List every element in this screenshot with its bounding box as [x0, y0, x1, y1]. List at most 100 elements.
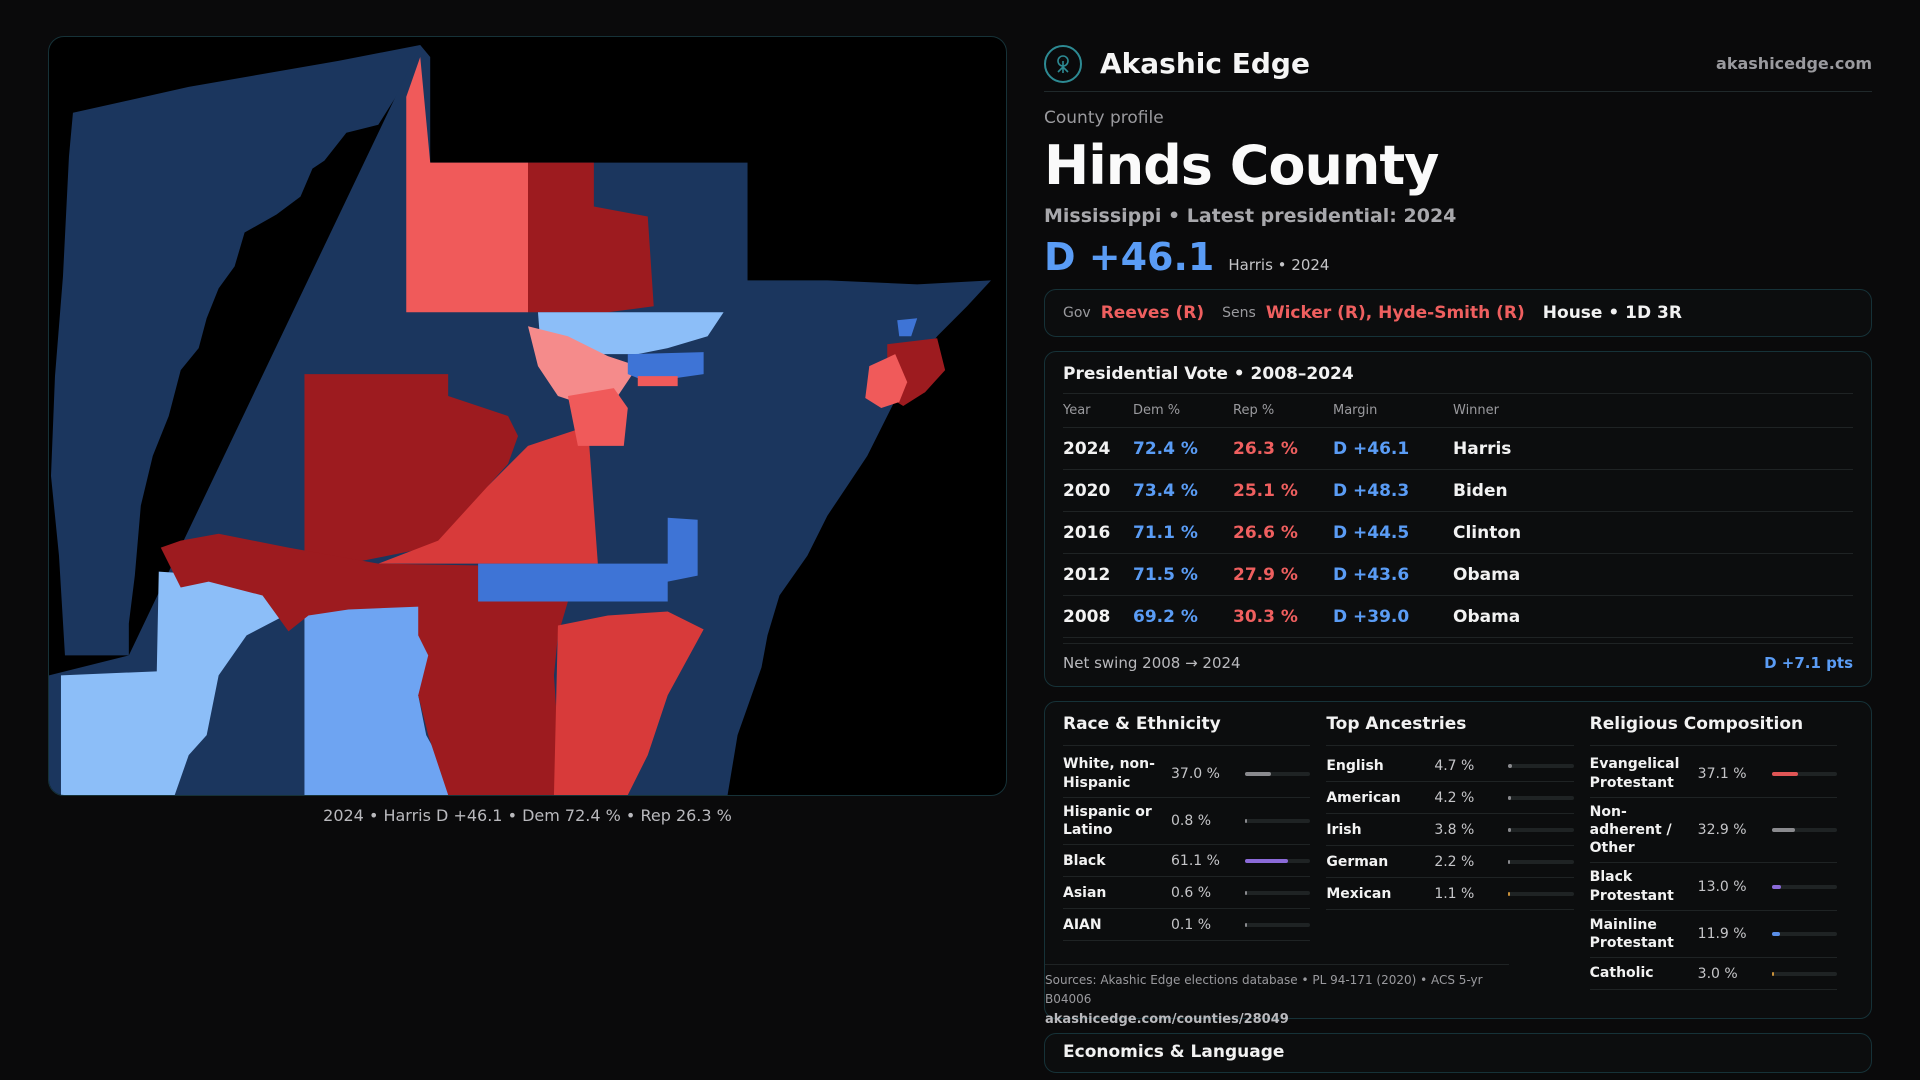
demographic-bar-fill: [1771, 828, 1795, 833]
row-rep: 30.3 %: [1233, 606, 1298, 627]
demographic-bar-fill: [1771, 931, 1780, 936]
officials-bar: Gov Reeves (R) Sens Wicker (R), Hyde-Smi…: [1044, 289, 1872, 338]
map-region-city-pink[interactable]: [527, 326, 638, 407]
row-winner: Obama: [1453, 564, 1521, 585]
demographic-name: English: [1326, 757, 1384, 774]
demographic-row: Mexican 1.1 %: [1326, 878, 1574, 911]
table-row: 2012 71.5 % 27.9 % D +43.6 Obama: [1063, 554, 1853, 597]
demographic-pct: 4.2 %: [1434, 789, 1475, 806]
row-margin: D +39.0: [1333, 606, 1410, 627]
demographic-bar-fill: [1245, 771, 1271, 776]
demographic-name: American: [1326, 789, 1401, 806]
religion-title: Religious Composition: [1589, 714, 1837, 747]
demographic-row: Black Protestant 13.0 %: [1589, 863, 1837, 911]
row-winner: Obama: [1453, 606, 1521, 627]
county-subtitle: Mississippi • Latest presidential: 2024: [1044, 205, 1457, 228]
demographic-name: German: [1326, 853, 1389, 870]
demographic-bar: [1508, 795, 1574, 800]
demographic-row: Black 61.1 %: [1063, 845, 1311, 878]
demographic-row: American 4.2 %: [1326, 782, 1574, 815]
map-region-west[interactable]: [60, 565, 289, 795]
brand-url[interactable]: akashicedge.com: [1716, 54, 1872, 73]
demographic-pct: 4.7 %: [1434, 757, 1475, 774]
row-year: 2008: [1063, 606, 1111, 627]
ancestry-column: Top Ancestries English 4.7 % American 4.2 %…: [1326, 714, 1589, 1006]
map-region-band[interactable]: [160, 533, 489, 632]
map-region-north-red[interactable]: [406, 56, 528, 313]
demographic-bar-fill: [1508, 859, 1511, 864]
map-region-city-light[interactable]: [537, 312, 724, 355]
map-region-east-red[interactable]: [865, 354, 908, 409]
demographic-bar: [1771, 771, 1837, 776]
map-region-base[interactable]: [50, 44, 421, 656]
map-region-central-red[interactable]: [378, 425, 598, 564]
demographic-bar-fill: [1245, 890, 1247, 895]
house-delegation: House • 1D 3R: [1542, 303, 1682, 324]
demographic-bar-fill: [1245, 922, 1247, 927]
map-region-south-darkred[interactable]: [418, 601, 568, 795]
row-margin: D +48.3: [1333, 480, 1410, 501]
demographic-bar: [1508, 891, 1574, 896]
brand-header: Akashic Edge akashicedge.com: [1044, 36, 1872, 92]
presidential-header-row: Year Dem % Rep % Margin Winner: [1063, 394, 1853, 429]
profile-label: County profile: [1044, 108, 1164, 128]
demographic-bar: [1508, 763, 1574, 768]
map-region-south-red[interactable]: [553, 611, 704, 795]
demographic-bar: [1508, 859, 1574, 864]
race-title: Race & Ethnicity: [1063, 714, 1311, 747]
row-rep: 26.6 %: [1233, 522, 1298, 543]
row-dem: 69.2 %: [1133, 606, 1198, 627]
tree-icon[interactable]: [1044, 44, 1082, 83]
demographic-name: Mexican: [1326, 885, 1392, 902]
table-row: 2008 69.2 % 30.3 % D +39.0 Obama: [1063, 596, 1853, 639]
demographic-pct: 37.1 %: [1697, 765, 1747, 782]
sources-text: Sources: Akashic Edge elections database…: [1045, 973, 1483, 1007]
margin-value: D +46.1: [1044, 235, 1215, 280]
map-region-north-darkred[interactable]: [527, 162, 654, 313]
map-region-sw[interactable]: [304, 603, 449, 795]
margin-note: Harris • 2024: [1228, 256, 1330, 275]
presidential-title: Presidential Vote • 2008–2024: [1063, 364, 1853, 395]
precinct-map[interactable]: [48, 36, 1007, 796]
map-caption: 2024 • Harris D +46.1 • Dem 72.4 % • Rep…: [323, 806, 732, 825]
map-region-city-blue[interactable]: [627, 352, 704, 383]
demographic-bar: [1771, 971, 1837, 976]
map-svg[interactable]: [49, 37, 1006, 795]
map-region-band-blue[interactable]: [478, 517, 698, 602]
map-region-city-red[interactable]: [567, 388, 628, 446]
senators: Wicker (R), Hyde-Smith (R): [1265, 303, 1525, 324]
profile-panel: Akashic Edge akashicedge.com County prof…: [1044, 36, 1872, 1074]
demographic-name: AIAN: [1063, 916, 1102, 933]
margin-row: D +46.1 Harris • 2024: [1044, 235, 1872, 279]
demographic-bar: [1245, 858, 1311, 863]
demographic-row: Evangelical Protestant 37.1 %: [1589, 750, 1837, 798]
demographic-row: Catholic 3.0 %: [1589, 958, 1837, 991]
swing-label: Net swing 2008 → 2024: [1063, 654, 1241, 673]
demographic-pct: 13.0 %: [1697, 878, 1747, 895]
economics-title: Economics & Language: [1063, 1042, 1285, 1063]
col-margin: Margin: [1333, 403, 1378, 419]
demographic-bar-fill: [1508, 763, 1512, 768]
row-margin: D +46.1: [1333, 438, 1410, 459]
map-region-east-blue[interactable]: [897, 318, 918, 337]
demographic-bar: [1245, 771, 1311, 776]
row-dem: 72.4 %: [1133, 438, 1198, 459]
table-row: 2024 72.4 % 26.3 % D +46.1 Harris: [1063, 428, 1853, 471]
demographic-pct: 37.0 %: [1171, 765, 1220, 782]
demographic-bar-fill: [1771, 884, 1781, 889]
demographic-bar-fill: [1245, 858, 1288, 863]
row-rep: 26.3 %: [1233, 438, 1298, 459]
map-region-city-strip[interactable]: [637, 376, 678, 387]
demographic-name: White, non-Hispanic: [1063, 756, 1155, 791]
sources-url[interactable]: akashicedge.com/counties/28049: [1045, 1011, 1289, 1027]
ancestry-title: Top Ancestries: [1326, 714, 1574, 747]
row-winner: Biden: [1453, 480, 1508, 501]
demographic-row: Hispanic or Latino 0.8 %: [1063, 798, 1311, 846]
demographic-bar: [1245, 890, 1311, 895]
demographic-name: Asian: [1063, 884, 1107, 901]
brand-name[interactable]: Akashic Edge: [1100, 47, 1310, 80]
table-row: 2016 71.1 % 26.6 % D +44.5 Clinton: [1063, 512, 1853, 555]
demographic-bar: [1245, 818, 1311, 823]
demographic-bar-fill: [1508, 827, 1511, 832]
demographic-row: White, non-Hispanic 37.0 %: [1063, 750, 1311, 798]
